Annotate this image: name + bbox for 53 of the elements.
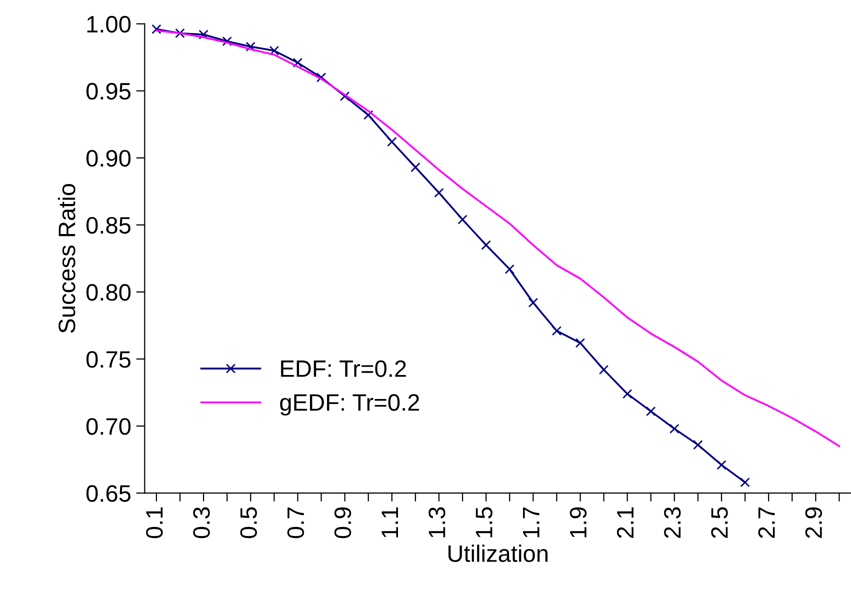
x-tick-label: 0.3 (193, 507, 210, 538)
x-tick-label: 2.9 (805, 507, 822, 538)
point (292, 58, 303, 68)
x-tick-label: 1.7 (523, 507, 540, 538)
point (198, 30, 208, 40)
y-axis-title: Success Ratio (58, 184, 76, 333)
point (175, 28, 185, 38)
point (481, 240, 491, 250)
x-axis-title: Utilization (448, 544, 548, 562)
x-tick-label: 0.5 (240, 507, 257, 538)
x-tick-label: 0.7 (287, 507, 304, 538)
point (387, 136, 397, 147)
x-tick-label: 1.5 (476, 507, 492, 538)
y-tick-label: 0.65 (86, 485, 130, 502)
point (504, 264, 514, 274)
y-tick-label: 0.70 (86, 418, 131, 435)
point (552, 326, 562, 336)
x-tick-label: 0.9 (334, 507, 352, 538)
point (716, 460, 726, 470)
x-tick-label: 0.1 (146, 507, 163, 538)
legend-label: gEDF: Tr=0.2 (280, 394, 420, 416)
y-tick-label: 0.90 (86, 150, 131, 167)
x-tick-label: 1.3 (428, 507, 446, 538)
point (363, 110, 374, 120)
point (246, 42, 256, 52)
point (598, 364, 609, 375)
point (434, 188, 444, 198)
point (575, 338, 586, 348)
point (152, 24, 162, 34)
x-tick-label: 2.7 (758, 507, 775, 538)
point (693, 440, 703, 450)
y-tick-label: 0.80 (86, 284, 131, 301)
y-tick-label: 1.00 (87, 16, 131, 33)
point (458, 214, 468, 224)
point (622, 389, 632, 399)
y-tick-label: 0.75 (86, 351, 130, 368)
point (740, 477, 750, 488)
point (528, 298, 538, 308)
x-tick-label: 2.3 (664, 507, 681, 538)
point (410, 162, 420, 172)
x-tick-label: 2.1 (616, 507, 634, 538)
point (670, 424, 680, 434)
y-tick-label: 0.95 (86, 82, 130, 100)
y-tick-label: 0.85 (86, 217, 130, 234)
x-tick-label: 2.5 (711, 507, 728, 538)
point (269, 46, 280, 56)
line-series (156, 30, 840, 448)
point (316, 72, 326, 82)
x-tick-label: 1.1 (382, 507, 398, 538)
point (222, 36, 232, 46)
legend-label: EDF: Tr=0.2 (281, 360, 406, 378)
x-tick-label: 1.9 (570, 507, 587, 538)
point (646, 406, 656, 416)
